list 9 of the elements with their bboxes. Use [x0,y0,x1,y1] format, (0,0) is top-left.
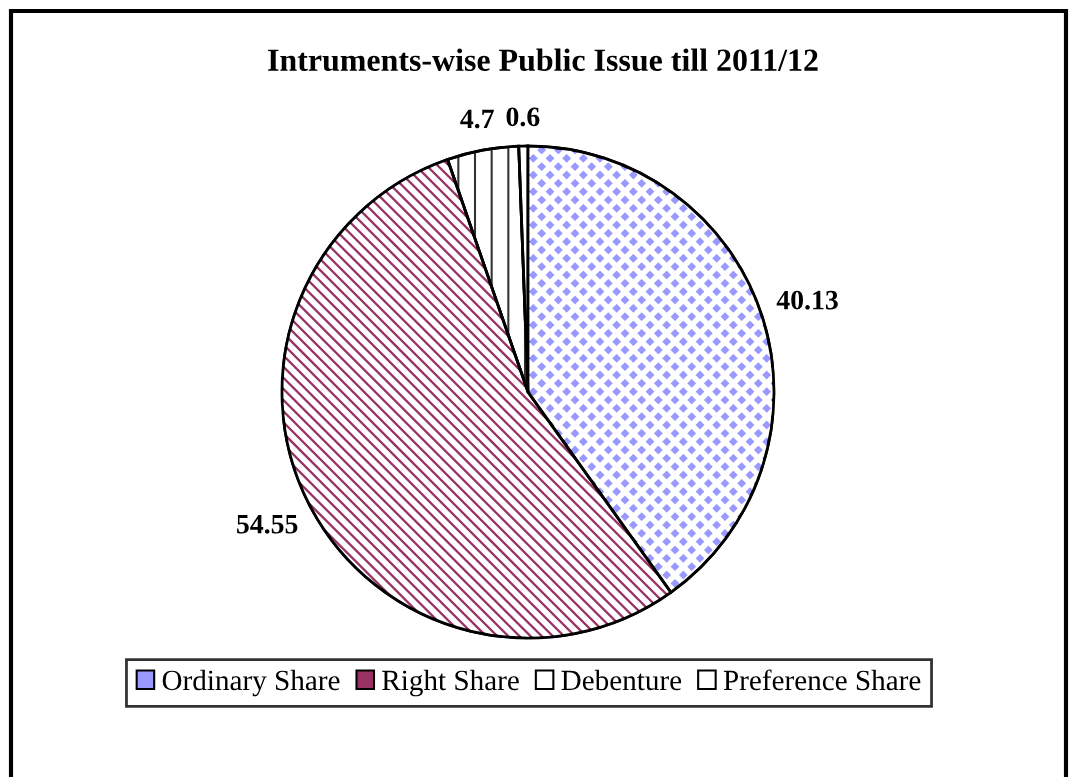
data-label: 0.6 [506,107,540,127]
chart-title: Intruments-wise Public Issue till 2011/12 [268,48,818,72]
legend-label: Right Share [382,669,519,697]
data-label: 4.7 [460,109,494,129]
data-label: 54.55 [237,514,298,534]
legend-label: Debenture [561,669,682,691]
data-label: 40.13 [776,290,838,310]
legend-label: Preference Share [723,669,921,691]
legend-label: Ordinary Share [162,669,340,697]
